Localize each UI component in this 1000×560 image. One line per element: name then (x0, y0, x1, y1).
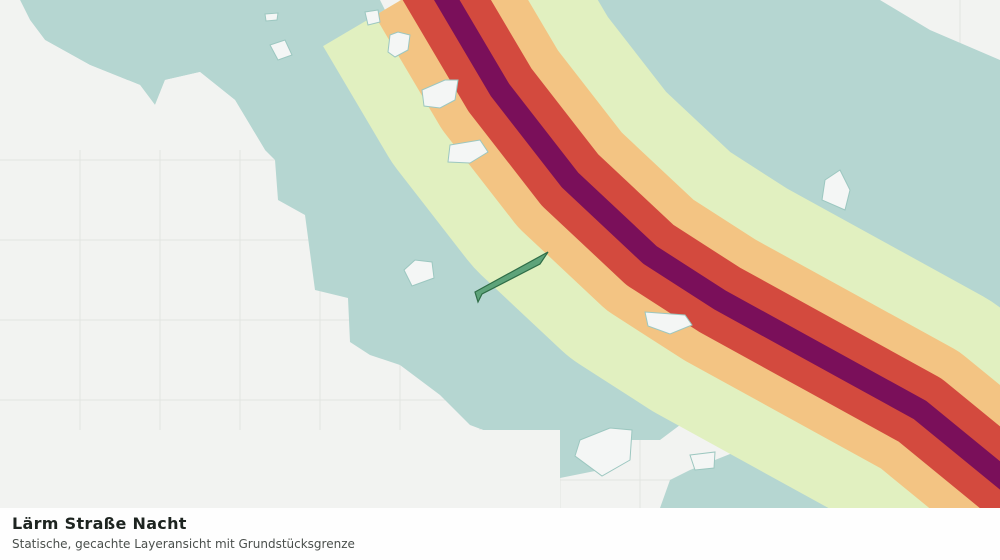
map-title: Lärm Straße Nacht (12, 514, 187, 533)
buildings (264, 9, 851, 477)
noise-bands (323, 0, 1000, 508)
map-layers (0, 0, 1000, 508)
caption-panel: Lärm Straße Nacht Statische, gecachte La… (0, 508, 1000, 560)
landcover-area (20, 0, 700, 478)
map-canvas (0, 0, 1000, 508)
parcel-boundary (474, 251, 549, 304)
background-land (0, 0, 265, 150)
map-subtitle: Statische, gecachte Layeransicht mit Gru… (12, 537, 355, 551)
background-land (0, 430, 560, 508)
